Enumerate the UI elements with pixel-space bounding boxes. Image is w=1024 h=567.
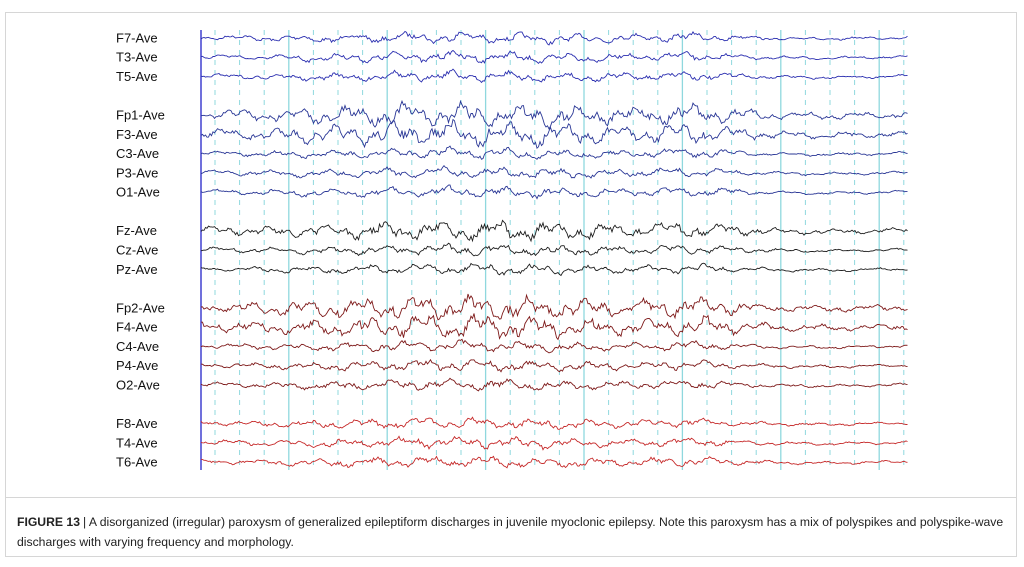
channel-label: C4-Ave: [116, 339, 159, 354]
figure-frame: [5, 12, 1017, 557]
eeg-trace: [200, 262, 908, 277]
caption-label: FIGURE 13: [17, 515, 80, 529]
eeg-trace: [200, 219, 908, 243]
eeg-trace: [200, 99, 908, 130]
channel-label: Fz-Ave: [116, 223, 157, 238]
eeg-trace: [200, 49, 908, 65]
eeg-trace: [200, 455, 908, 469]
eeg-trace: [200, 118, 908, 150]
separator: [6, 497, 1016, 498]
eeg-trace: [200, 30, 908, 46]
eeg-trace: [200, 358, 908, 373]
eeg-trace: [200, 313, 908, 341]
channel-label: F8-Ave: [116, 416, 158, 431]
channel-label: T6-Ave: [116, 455, 158, 470]
channel-label: F3-Ave: [116, 127, 158, 142]
channel-label: Fp1-Ave: [116, 108, 165, 123]
channel-label: P4-Ave: [116, 358, 158, 373]
eeg-trace: [200, 338, 908, 354]
channel-label: F7-Ave: [116, 30, 158, 45]
eeg-trace: [200, 165, 908, 179]
channel-label: Cz-Ave: [116, 243, 158, 258]
channel-label: O2-Ave: [116, 378, 160, 393]
eeg-trace: [200, 416, 908, 430]
channel-label: O1-Ave: [116, 185, 160, 200]
eeg-trace: [200, 242, 908, 257]
eeg-trace: [200, 184, 908, 200]
figure-caption: FIGURE 13 | A disorganized (irregular) pa…: [17, 512, 1007, 552]
channel-label: T3-Ave: [116, 50, 158, 65]
eeg-trace: [200, 293, 908, 321]
channel-label: Pz-Ave: [116, 262, 158, 277]
eeg-trace: [200, 435, 908, 451]
caption-text: | A disorganized (irregular) paroxysm of…: [17, 515, 1004, 549]
eeg-trace: [200, 68, 908, 84]
channel-label: T5-Ave: [116, 69, 158, 84]
channel-label: C3-Ave: [116, 146, 159, 161]
eeg-trace: [200, 145, 908, 160]
channel-label: F4-Ave: [116, 320, 158, 335]
channel-label: P3-Ave: [116, 165, 158, 180]
channel-label: T4-Ave: [116, 435, 158, 450]
eeg-plot: F7-Ave T3-Ave T5-Ave Fp1-Ave F3-Ave C3-Ave P3-…: [116, 30, 908, 470]
eeg-trace: [200, 377, 908, 392]
channel-label: Fp2-Ave: [116, 300, 165, 315]
